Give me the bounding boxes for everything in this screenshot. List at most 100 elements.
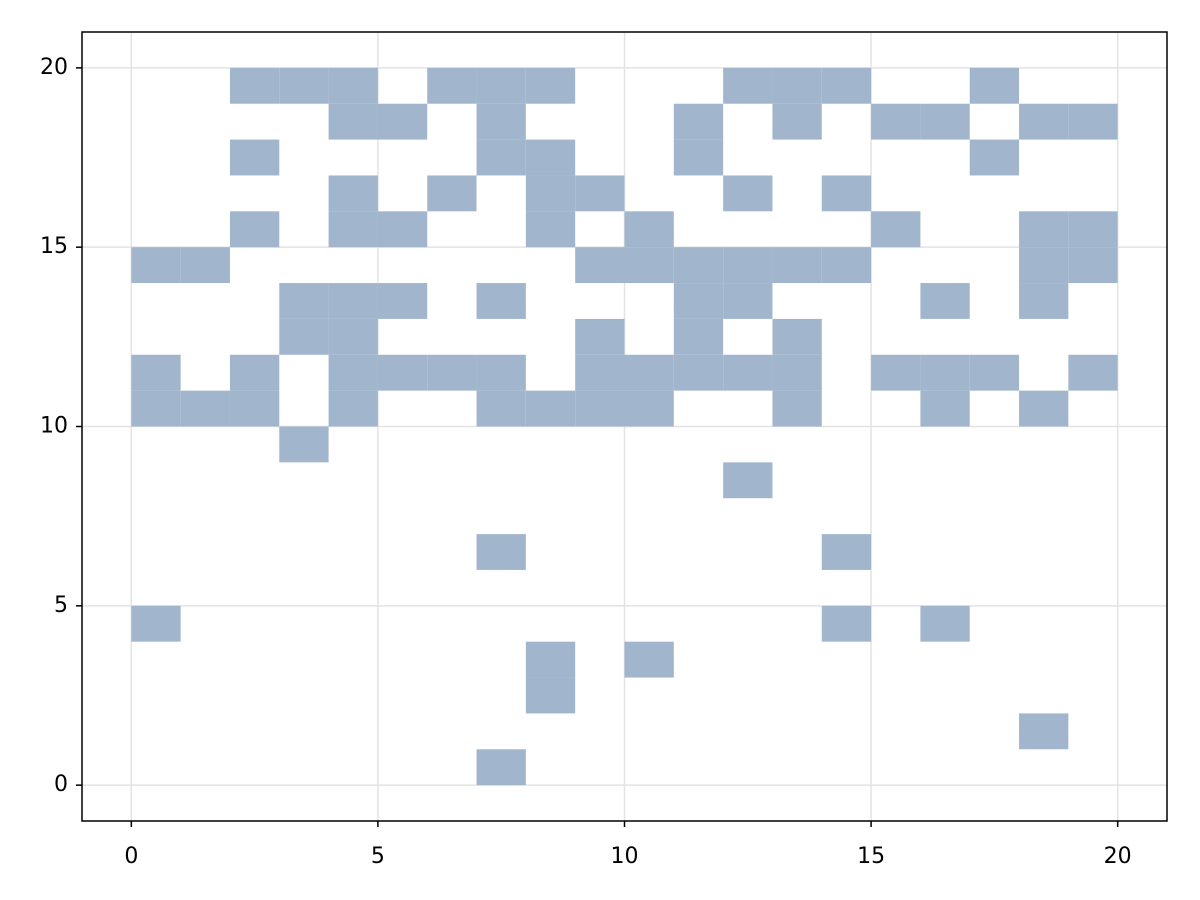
cell: [328, 354, 378, 391]
cell: [723, 67, 773, 104]
cell: [821, 67, 872, 104]
cell: [229, 139, 280, 176]
cell: [525, 139, 576, 176]
x-tick-label: 15: [857, 844, 885, 869]
cell: [525, 641, 576, 678]
cell: [180, 390, 230, 427]
cell: [673, 139, 724, 176]
cell: [427, 67, 477, 104]
cell: [229, 67, 280, 104]
cell: [328, 390, 378, 427]
cell: [772, 318, 822, 355]
cell: [575, 390, 625, 427]
cell: [821, 247, 872, 284]
cell: [673, 354, 724, 391]
cell: [772, 390, 822, 427]
cell: [279, 426, 329, 463]
cell: [328, 175, 378, 212]
cell: [525, 67, 576, 104]
x-tick-label: 5: [371, 844, 385, 869]
cell: [476, 534, 526, 570]
cell: [377, 103, 428, 140]
cell: [131, 605, 181, 642]
cell: [673, 103, 724, 140]
cell: [1019, 283, 1069, 319]
x-tick-label: 0: [124, 844, 138, 869]
y-tick-label: 15: [40, 234, 68, 259]
cell: [476, 103, 526, 140]
cell: [772, 67, 822, 104]
cell: [476, 390, 526, 427]
cell: [427, 175, 477, 212]
cell: [377, 283, 428, 319]
cell: [1019, 103, 1069, 140]
cell: [279, 318, 329, 355]
cell: [575, 175, 625, 212]
cell: [229, 390, 280, 427]
cell: [1019, 247, 1069, 284]
cell: [575, 354, 625, 391]
cell: [575, 318, 625, 355]
cell: [772, 103, 822, 140]
cell: [1068, 247, 1118, 284]
cell: [377, 354, 428, 391]
cell: [328, 103, 378, 140]
cell: [969, 67, 1020, 104]
cell: [180, 247, 230, 284]
cell: [476, 749, 526, 786]
cell: [624, 354, 674, 391]
cell: [871, 354, 921, 391]
y-tick-label: 20: [40, 55, 68, 80]
cell: [673, 247, 724, 284]
cell: [427, 354, 477, 391]
cell: [1019, 713, 1069, 750]
cell: [279, 67, 329, 104]
cell: [525, 211, 576, 248]
cell: [1068, 354, 1118, 391]
cell: [871, 211, 921, 248]
cell: [131, 354, 181, 391]
cell: [525, 175, 576, 212]
cell: [1019, 211, 1069, 248]
cell: [575, 247, 625, 284]
cell: [920, 390, 970, 427]
cell: [920, 103, 970, 140]
cell: [328, 283, 378, 319]
cell: [723, 354, 773, 391]
x-tick-label: 20: [1104, 844, 1132, 869]
cells: [131, 67, 1118, 786]
y-tick-label: 0: [54, 772, 68, 797]
cell: [131, 247, 181, 284]
cell: [1068, 211, 1118, 248]
y-tick-label: 5: [54, 593, 68, 618]
cell: [624, 211, 674, 248]
cell: [131, 390, 181, 427]
cell: [1019, 390, 1069, 427]
y-tick-label: 10: [40, 414, 68, 439]
cell: [476, 283, 526, 319]
cell: [476, 139, 526, 176]
cell: [821, 605, 872, 642]
cell: [673, 318, 724, 355]
x-tick-label: 10: [611, 844, 639, 869]
cell: [624, 641, 674, 678]
cell: [279, 283, 329, 319]
cell: [723, 283, 773, 319]
cell: [723, 462, 773, 499]
cell: [624, 247, 674, 284]
cell: [920, 605, 970, 642]
cell: [377, 211, 428, 248]
cell: [1068, 103, 1118, 140]
cell: [476, 354, 526, 391]
cell: [920, 354, 970, 391]
cell: [772, 354, 822, 391]
cell: [723, 247, 773, 284]
ticks: 0 5 10 15 20 0 5 10 15 20: [40, 55, 1132, 869]
cell: [328, 318, 378, 355]
cell: [525, 390, 576, 427]
cell: [624, 390, 674, 427]
cell: [476, 67, 526, 104]
cell: [969, 139, 1020, 176]
